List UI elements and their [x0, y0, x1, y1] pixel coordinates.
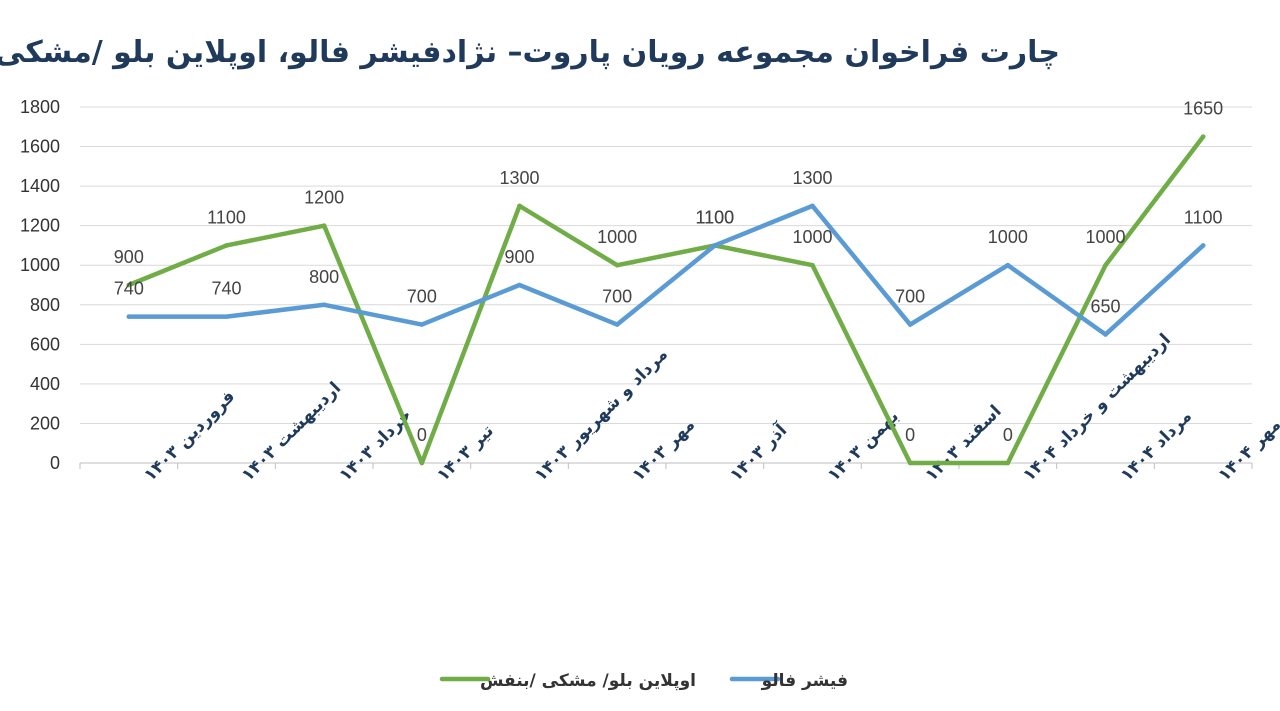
data-label: 650: [1090, 296, 1120, 316]
data-point: [1103, 262, 1108, 268]
series-line-1: [126, 134, 1206, 466]
y-tick-label: 0: [50, 453, 60, 473]
series-lines: [126, 134, 1206, 466]
legend-label-1: اوپلاین بلو/ مشکی /بنفش: [480, 671, 696, 691]
x-tick-label: مرداد ۱۴۰۴: [1117, 406, 1196, 485]
data-label: 0: [905, 425, 915, 445]
data-label: 1100: [695, 207, 734, 227]
data-label: 1100: [207, 207, 246, 227]
y-tick-label: 1600: [20, 137, 60, 157]
data-point: [810, 203, 815, 209]
x-tick-label: اسفند ۱۴۰۳: [922, 401, 1006, 485]
data-point: [1005, 460, 1011, 466]
data-label: 1000: [988, 227, 1028, 247]
y-tick-label: 600: [30, 334, 60, 354]
data-label: 1000: [597, 227, 637, 247]
data-label: 1100: [1184, 207, 1223, 227]
data-label: 740: [211, 279, 241, 299]
x-tick-label: آذر ۱۴۰۳: [725, 418, 792, 485]
data-labels: 900 1100 1200 0 1300 1000 1100 1000 0 0 1000 1650 74…: [114, 99, 1223, 445]
data-label: 740: [114, 279, 144, 299]
data-point: [810, 262, 815, 268]
data-point: [419, 322, 425, 327]
data-point: [614, 262, 620, 268]
data-point: [419, 460, 425, 466]
data-label: 1100: [695, 207, 734, 227]
legend: اوپلاین بلو/ مشکی /بنفش فیشر فالو: [439, 671, 848, 691]
x-tick-label: تیر ۱۴۰۳: [433, 421, 498, 486]
data-point: [321, 302, 327, 308]
data-label: 1000: [1085, 227, 1125, 247]
x-tick-label: مهر ۱۴۰۳: [629, 415, 700, 486]
data-label: 1300: [792, 168, 832, 188]
x-tick-label: فروردین ۱۴۰۳: [140, 387, 239, 486]
y-tick-label: 400: [30, 374, 60, 394]
data-label: 0: [1003, 425, 1013, 445]
data-point: [126, 282, 132, 288]
x-tick-label: اردیبهشت ۱۴۰۳: [238, 378, 345, 485]
data-point: [517, 282, 522, 288]
y-tick-label: 1200: [20, 216, 60, 236]
legend-label-2: فیشر فالو: [761, 671, 848, 691]
x-tick-label: بهمن ۱۴۰۳: [824, 407, 903, 486]
data-point: [614, 322, 620, 327]
data-point: [321, 223, 327, 228]
data-label: 700: [602, 287, 632, 307]
data-label: 900: [504, 247, 534, 267]
data-point: [907, 460, 913, 466]
data-label: 800: [309, 267, 339, 287]
data-label: 1000: [792, 227, 832, 247]
data-point: [1103, 332, 1108, 337]
data-point: [907, 322, 913, 327]
data-label: 1650: [1183, 99, 1223, 119]
gridlines: [80, 106, 1252, 464]
y-tick-label: 200: [30, 413, 60, 433]
data-label: 1300: [499, 168, 539, 188]
data-point: [712, 243, 718, 248]
y-tick-label: 1800: [20, 97, 60, 117]
data-point: [224, 314, 229, 319]
data-point: [126, 314, 132, 319]
data-label: 900: [114, 247, 144, 267]
chart-title: چارت فراخوان مجموعه رویان پاروت– نژادفیش…: [0, 35, 1060, 70]
data-point: [1200, 243, 1206, 248]
data-label: 700: [895, 287, 925, 307]
data-point: [1005, 262, 1011, 268]
y-tick-label: 1400: [20, 176, 60, 196]
data-point: [1200, 134, 1206, 139]
data-point: [224, 243, 229, 248]
x-tick-label: شهریور و مهر ۱۴۰۴: [1215, 353, 1280, 486]
data-label: 1200: [304, 188, 344, 208]
data-label: 0: [417, 425, 427, 445]
y-tick-label: 1000: [20, 255, 60, 275]
data-point: [517, 203, 522, 209]
series-line-2: [126, 203, 1206, 337]
data-label: 700: [407, 287, 437, 307]
y-axis-ticks: 0 200 400 600 800 1000 1200 1400 1600 1800: [20, 97, 60, 473]
y-tick-label: 800: [30, 295, 60, 315]
